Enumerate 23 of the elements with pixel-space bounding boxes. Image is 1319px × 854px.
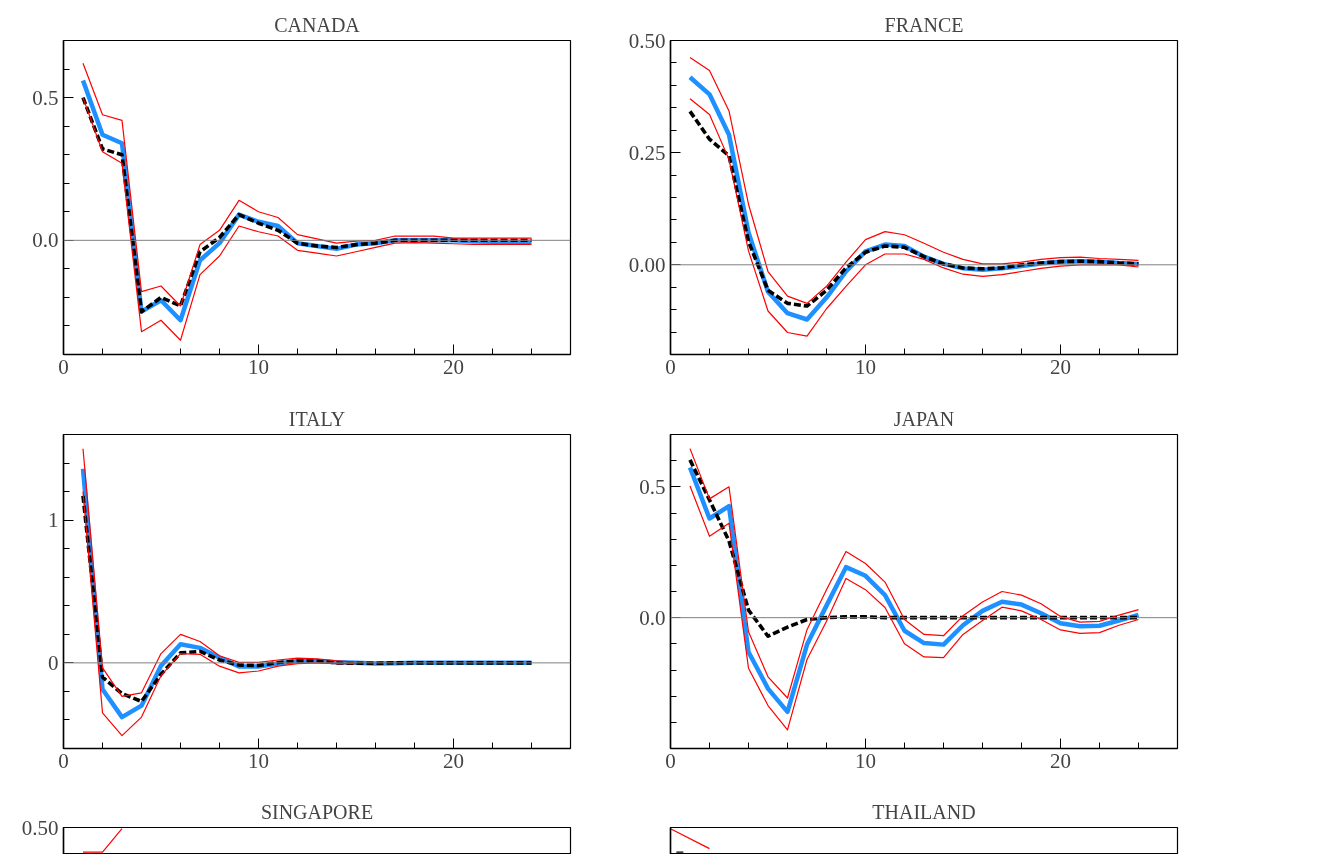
y-tick-label: 0.25 — [628, 140, 666, 165]
x-tick-label: 10 — [855, 354, 876, 379]
chart-title: THAILAND — [872, 800, 976, 823]
y-tick-label: 0.00 — [628, 252, 666, 277]
x-tick-label: 10 — [855, 748, 876, 773]
y-tick-label: 0.5 — [32, 85, 59, 110]
y-tick-label: 0.0 — [639, 605, 666, 630]
y-tick-label: 0.50 — [628, 28, 666, 53]
y-tick-label: 0.0 — [32, 228, 59, 253]
x-tick-label: 20 — [443, 354, 464, 379]
chart-title: CANADA — [274, 13, 361, 36]
chart-title: JAPAN — [893, 407, 955, 430]
y-tick-label: 0 — [48, 650, 59, 675]
x-tick-label: 10 — [248, 354, 269, 379]
x-tick-label: 20 — [1050, 354, 1071, 379]
x-tick-label: 20 — [443, 748, 464, 773]
chart-title: FRANCE — [884, 13, 964, 36]
y-tick-label: 1 — [48, 508, 59, 533]
x-tick-label: 20 — [1050, 748, 1071, 773]
x-tick-label: 10 — [248, 748, 269, 773]
chart-title: ITALY — [288, 407, 346, 430]
y-tick-label: 0.5 — [639, 474, 666, 499]
chart-title: SINGAPORE — [260, 800, 374, 823]
